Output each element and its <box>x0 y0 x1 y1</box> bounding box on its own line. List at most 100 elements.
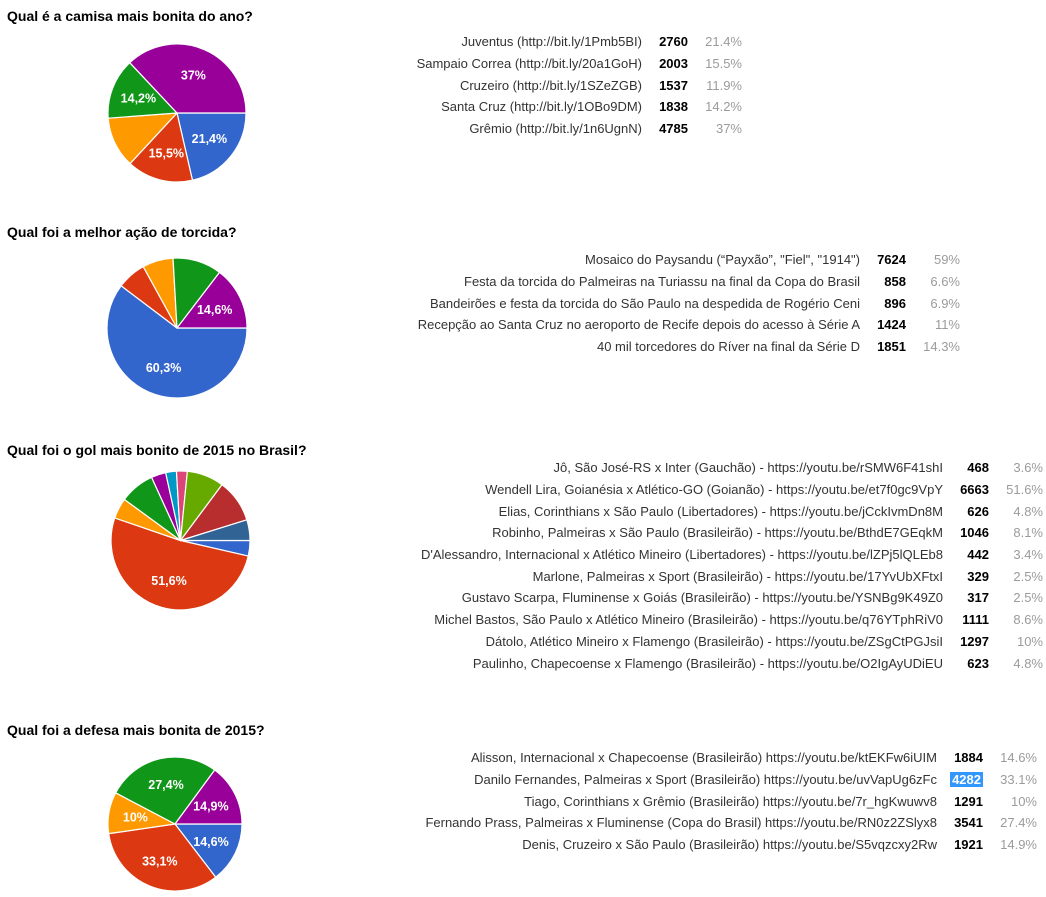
answer-label: D'Alessandro, Internacional x Atlético M… <box>420 547 943 563</box>
answer-row: Cruzeiro (http://bit.ly/1SZeZGB) 1537 11.9… <box>242 74 742 96</box>
answer-percent: 8.6% <box>1013 612 1043 628</box>
question-title: Qual foi a defesa mais bonita de 2015? <box>7 722 265 738</box>
answer-count-value: 626 <box>967 503 989 519</box>
answer-count-value: 1537 <box>659 77 688 93</box>
answer-row: Denis, Cruzeiro x São Paulo (Brasileirão… <box>347 834 1037 856</box>
pie-slice[interactable] <box>174 823 243 878</box>
pie-slice-label: 60,3% <box>146 361 181 375</box>
answer-count-value: 1111 <box>962 612 989 628</box>
answer-percent: 51.6% <box>1006 482 1043 498</box>
answer-count: 623 <box>943 656 989 671</box>
pie-slice-label: 14,6% <box>197 303 232 317</box>
answer-count-value: 2003 <box>659 56 688 72</box>
answer-percent: 10% <box>1010 793 1037 809</box>
answer-row: Grêmio (http://bit.ly/1n6UgnN) 4785 37% <box>242 118 742 140</box>
answer-percent: 4.8% <box>1013 503 1043 519</box>
answer-list: Mosaico do Paysandu (“Payxão”, "Fiel", "… <box>340 249 960 357</box>
pie-slice[interactable] <box>176 271 248 329</box>
pie-slice[interactable] <box>108 823 217 892</box>
answer-count-value: 3541 <box>954 815 983 831</box>
answer-percent: 21.4% <box>705 34 742 50</box>
answer-row: Wendell Lira, Goianésia x Atlético-GO (G… <box>353 479 1043 501</box>
answer-count: 4282 <box>937 772 983 788</box>
pie-slice[interactable] <box>107 62 178 119</box>
pie-slice-label: 27,4% <box>148 778 183 792</box>
answer-percent: 14.3% <box>923 339 960 355</box>
pie-slice-label: 15,5% <box>149 146 184 160</box>
answer-count: 858 <box>860 274 906 289</box>
answer-label: Juventus (http://bit.ly/1Pmb5BI) <box>461 34 642 50</box>
question-title: Qual foi o gol mais bonito de 2015 no Br… <box>7 442 307 458</box>
answer-label: Dátolo, Atlético Mineiro x Flamengo (Bra… <box>485 633 943 649</box>
answer-count-value: 1851 <box>877 339 906 355</box>
answer-count: 896 <box>860 296 906 311</box>
answer-count-value: 4785 <box>659 121 688 137</box>
pie-chart: 60,3% 14,6% <box>106 257 248 399</box>
pie-slice-label: 51,6% <box>151 574 186 588</box>
answer-label: Santa Cruz (http://bit.ly/1OBo9DM) <box>441 99 642 115</box>
answer-percent: 10% <box>1016 633 1043 649</box>
pie-slice-label: 37% <box>181 68 206 82</box>
answer-label: Michel Bastos, São Paulo x Atlético Mine… <box>434 612 943 628</box>
pie-slice-label: 21,4% <box>192 132 227 146</box>
answer-label: Gustavo Scarpa, Fluminense x Goiás (Bras… <box>461 590 943 606</box>
answer-count-value: 468 <box>967 460 989 476</box>
pie-slice[interactable] <box>176 112 247 181</box>
answer-percent: 59% <box>933 252 960 268</box>
answer-count-value: 442 <box>967 547 989 563</box>
answer-label: Danilo Fernandes, Palmeiras x Sport (Bra… <box>474 772 937 788</box>
answer-count-value: 7624 <box>877 252 906 268</box>
answer-label: Paulinho, Chapecoense x Flamengo (Brasil… <box>472 655 943 671</box>
answer-row: Tiago, Corinthians x Grêmio (Brasileirão… <box>347 790 1037 812</box>
pie-slice-label: 14,6% <box>193 835 228 849</box>
answer-count-value: 1921 <box>954 837 983 853</box>
answer-percent: 37% <box>715 121 742 137</box>
answer-row: Dátolo, Atlético Mineiro x Flamengo (Bra… <box>353 631 1043 653</box>
answer-row: Mosaico do Paysandu (“Payxão”, "Fiel", "… <box>340 249 960 271</box>
pie-slice[interactable] <box>110 517 249 611</box>
answer-row: Marlone, Palmeiras x Sport (Brasileirão)… <box>353 565 1043 587</box>
answer-label: Bandeirões e festa da torcida do São Pau… <box>429 295 860 311</box>
answer-percent: 4.8% <box>1013 655 1043 671</box>
answer-list: Juventus (http://bit.ly/1Pmb5BI) 2760 21.4… <box>242 31 742 139</box>
answer-percent: 15.5% <box>705 56 742 72</box>
answer-label: Marlone, Palmeiras x Sport (Brasileirão)… <box>532 568 943 584</box>
answer-label: Robinho, Palmeiras x São Paulo (Brasilei… <box>492 525 943 541</box>
answer-count: 1111 <box>943 612 989 627</box>
pie-slice[interactable] <box>106 285 248 399</box>
answer-percent: 27.4% <box>1000 815 1037 831</box>
pie-slice[interactable] <box>174 769 243 825</box>
answer-label: Tiago, Corinthians x Grêmio (Brasileirão… <box>524 793 937 809</box>
answer-count: 7624 <box>860 252 906 267</box>
answer-count-value: 1424 <box>877 317 906 333</box>
answer-count: 1884 <box>937 750 983 765</box>
pie-slice[interactable] <box>129 112 194 183</box>
answer-label: Wendell Lira, Goianésia x Atlético-GO (G… <box>485 482 943 498</box>
pie-slice[interactable] <box>129 43 247 114</box>
pie-slice-label: 14,9% <box>193 799 228 813</box>
answer-row: Paulinho, Chapecoense x Flamengo (Brasil… <box>353 652 1043 674</box>
answer-count-value: 858 <box>884 274 906 290</box>
answer-count-value: 329 <box>967 568 989 584</box>
pie-slice[interactable] <box>179 519 251 542</box>
answer-list: Jô, São José-RS x Inter (Gauchão) - http… <box>353 457 1043 674</box>
answer-count-value: 2760 <box>659 34 688 50</box>
answer-label: Alisson, Internacional x Chapecoense (Br… <box>470 750 937 766</box>
answer-row: Alisson, Internacional x Chapecoense (Br… <box>347 747 1037 769</box>
answer-count: 329 <box>943 569 989 584</box>
answer-percent: 33.1% <box>1000 772 1037 788</box>
answer-list: Alisson, Internacional x Chapecoense (Br… <box>347 747 1037 855</box>
answer-count: 1851 <box>860 339 906 354</box>
pie-slice[interactable] <box>115 756 216 825</box>
answer-count-value: 1297 <box>960 633 989 649</box>
pie-chart: 14,6% 33,1% 10% 27,4% 14,9% <box>107 756 243 892</box>
answer-row: Juventus (http://bit.ly/1Pmb5BI) 2760 21.4… <box>242 31 742 53</box>
answer-label: 40 mil torcedores do Ríver na final da S… <box>596 339 860 355</box>
answer-label: Mosaico do Paysandu (“Payxão”, "Fiel", "… <box>585 252 860 268</box>
answer-label: Jô, São José-RS x Inter (Gauchão) - http… <box>553 460 943 476</box>
answer-count: 1046 <box>943 525 989 540</box>
answer-count: 1297 <box>943 634 989 649</box>
answer-count-value: 1046 <box>960 525 989 541</box>
answer-label: Elias, Corinthians x São Paulo (Libertad… <box>498 503 943 519</box>
answer-count: 6663 <box>943 482 989 497</box>
